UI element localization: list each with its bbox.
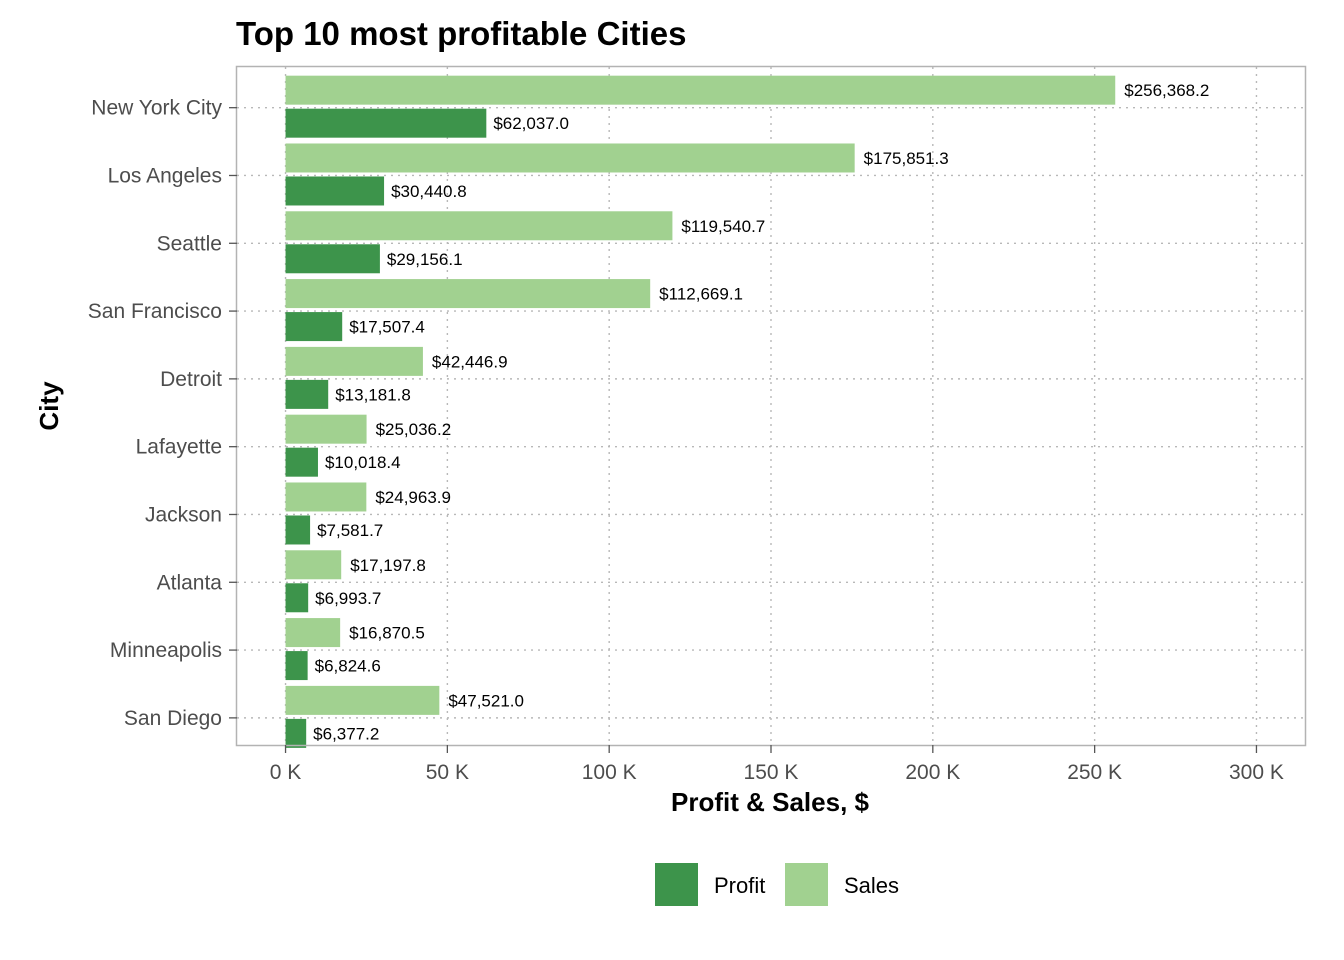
- data-label-sales: $47,521.0: [448, 691, 524, 710]
- bar-sales: [285, 143, 855, 173]
- bar-sales: [285, 618, 341, 648]
- x-axis-ticks: 0 K 50 K 100 K 150 K 200 K 250 K 300 K: [270, 745, 1284, 784]
- data-label-profit: $6,993.7: [315, 589, 381, 608]
- chart-title: Top 10 most profitable Cities: [236, 15, 686, 52]
- data-label-sales: $16,870.5: [349, 624, 425, 643]
- y-tick-label: Detroit: [160, 368, 222, 391]
- bar-sales: [285, 211, 673, 241]
- data-label-profit: $7,581.7: [317, 521, 383, 540]
- y-tick-label: Atlanta: [157, 571, 223, 594]
- data-label-profit: $6,824.6: [315, 657, 381, 676]
- legend: Profit Sales: [655, 863, 899, 906]
- data-label-profit: $17,507.4: [349, 318, 425, 337]
- bar-sales: [285, 414, 367, 444]
- x-tick-label: 50 K: [426, 761, 469, 784]
- data-label-profit: $13,181.8: [335, 385, 411, 404]
- x-tick-label: 250 K: [1067, 761, 1122, 784]
- x-tick-label: 0 K: [270, 761, 302, 784]
- bar-sales: [285, 685, 440, 715]
- y-axis-title: City: [34, 381, 64, 431]
- bar-profit: [285, 583, 309, 613]
- bar-profit: [285, 176, 385, 206]
- y-tick-label: Minneapolis: [110, 639, 222, 662]
- data-label-profit: $6,377.2: [313, 724, 379, 743]
- y-tick-label: Los Angeles: [108, 164, 222, 187]
- bars: [285, 75, 1116, 748]
- legend-swatch-sales: [785, 863, 828, 906]
- data-label-sales: $112,669.1: [659, 285, 743, 304]
- legend-label-profit: Profit: [714, 873, 765, 898]
- data-labels: $256,368.2 $62,037.0 $175,851.3 $30,440.8 $1…: [313, 81, 1209, 743]
- legend-swatch-profit: [655, 863, 698, 906]
- bar-profit: [285, 447, 318, 477]
- bar-sales: [285, 346, 423, 376]
- y-tick-label: Lafayette: [136, 436, 222, 459]
- bar-profit: [285, 718, 307, 748]
- data-label-profit: $30,440.8: [391, 182, 467, 201]
- data-label-sales: $25,036.2: [376, 420, 452, 439]
- y-tick-label: Jackson: [145, 503, 222, 526]
- bar-profit: [285, 244, 380, 274]
- y-tick-label: San Francisco: [88, 300, 222, 323]
- data-label-profit: $10,018.4: [325, 453, 401, 472]
- bar-profit: [285, 651, 308, 681]
- x-axis-title: Profit & Sales, $: [671, 787, 869, 817]
- bar-profit: [285, 379, 329, 409]
- bar-sales: [285, 482, 367, 512]
- y-axis-ticks: New York City Los Angeles Seattle San Franc…: [88, 97, 237, 730]
- bar-profit: [285, 108, 487, 138]
- y-tick-label: Seattle: [157, 232, 222, 255]
- bar-sales: [285, 75, 1116, 105]
- x-tick-label: 200 K: [905, 761, 960, 784]
- grid: [237, 67, 1305, 745]
- data-label-sales: $256,368.2: [1124, 81, 1209, 100]
- data-label-profit: $29,156.1: [387, 250, 463, 269]
- data-label-sales: $42,446.9: [432, 352, 508, 371]
- data-label-sales: $119,540.7: [681, 217, 765, 236]
- data-label-sales: $175,851.3: [864, 149, 949, 168]
- data-label-sales: $24,963.9: [375, 488, 451, 507]
- bar-sales: [285, 279, 651, 309]
- x-tick-label: 100 K: [582, 761, 637, 784]
- bar-profit: [285, 515, 311, 545]
- x-tick-label: 300 K: [1229, 761, 1284, 784]
- legend-label-sales: Sales: [844, 873, 899, 898]
- y-tick-label: New York City: [91, 97, 222, 120]
- bar-sales: [285, 550, 342, 580]
- data-label-profit: $62,037.0: [493, 114, 569, 133]
- data-label-sales: $17,197.8: [350, 556, 426, 575]
- bar-profit: [285, 312, 343, 342]
- y-tick-label: San Diego: [124, 707, 222, 730]
- x-tick-label: 150 K: [744, 761, 799, 784]
